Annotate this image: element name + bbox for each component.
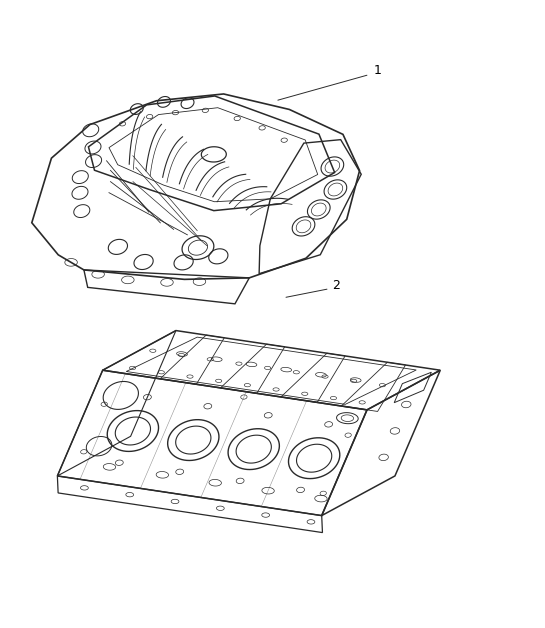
- Text: 2: 2: [332, 279, 340, 293]
- Text: 1: 1: [374, 63, 381, 77]
